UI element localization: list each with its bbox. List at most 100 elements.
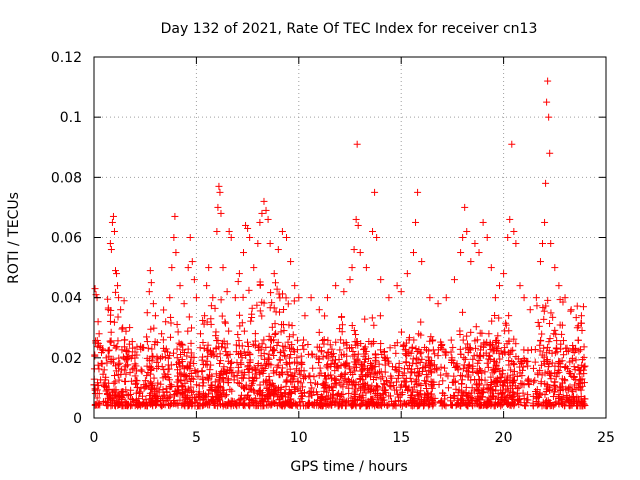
data-point [276,356,284,364]
data-point [580,343,588,351]
data-point [483,359,491,367]
data-point [95,381,103,389]
data-point [144,344,152,352]
data-point [143,338,151,346]
data-point [220,337,228,345]
data-point [251,337,259,345]
data-point [274,338,282,346]
data-point [114,337,122,345]
data-point [165,365,173,373]
data-point [199,353,207,361]
data-point [386,344,394,352]
data-point [128,396,136,404]
data-point [128,338,136,346]
data-point [422,371,430,379]
data-point [404,387,412,395]
data-point [408,343,416,351]
data-point [153,365,161,373]
data-point [111,378,119,386]
data-point [524,346,532,354]
data-point [450,372,458,380]
data-point [296,371,304,379]
data-point [220,363,228,371]
data-point [124,354,132,362]
data-point [496,355,504,363]
data-point [235,342,243,350]
data-point [524,357,532,365]
data-point [336,346,344,354]
data-point [299,383,307,391]
data-point [382,377,390,385]
data-point [133,384,141,392]
data-point [141,377,149,385]
data-point [444,384,452,392]
data-point [260,349,268,357]
data-point [133,367,141,375]
data-point [527,346,535,354]
data-point [309,401,317,409]
data-point [290,383,298,391]
data-point [129,344,137,352]
data-point [287,350,295,358]
data-point [538,351,546,359]
data-point [298,390,306,398]
data-point [523,396,531,404]
data-point [377,395,385,403]
data-point [337,371,345,379]
data-point [92,337,100,345]
data-point [382,386,390,394]
data-point [394,390,402,398]
data-point [514,389,522,397]
data-point [191,366,199,374]
data-point [245,386,253,394]
data-point [524,375,532,383]
data-point [97,376,105,384]
data-point [561,377,569,385]
data-point [118,346,126,354]
data-point [232,341,240,349]
data-point [442,402,450,410]
data-point [372,358,380,366]
data-point [574,336,582,344]
data-point [551,378,559,386]
data-point [392,349,400,357]
data-point [305,372,313,380]
data-point [374,401,382,409]
data-point [345,384,353,392]
data-point [309,364,317,372]
data-point [101,397,109,405]
data-point [395,359,403,367]
data-point [529,364,537,372]
data-point [444,372,452,380]
data-point [395,397,403,405]
data-point [415,346,423,354]
data-point [131,348,139,356]
data-point [364,381,372,389]
data-point [319,353,327,361]
data-point [211,378,219,386]
data-point [227,359,235,367]
data-point [552,373,560,381]
data-point [274,361,282,369]
data-point [486,355,494,363]
data-point [441,401,449,409]
data-point [450,391,458,399]
data-point [412,345,420,353]
data-point [304,340,312,348]
data-point [529,402,537,410]
data-point [387,392,395,400]
data-point [323,400,331,408]
data-point [459,365,467,373]
data-point [267,337,275,345]
data-point [572,356,580,364]
data-point [568,354,576,362]
data-point [436,399,444,407]
data-point [269,345,277,353]
data-point [221,392,229,400]
data-point [95,365,103,373]
data-point [438,389,446,397]
data-point [155,388,163,396]
data-point [233,372,241,380]
data-point [453,360,461,368]
data-point [411,369,419,377]
